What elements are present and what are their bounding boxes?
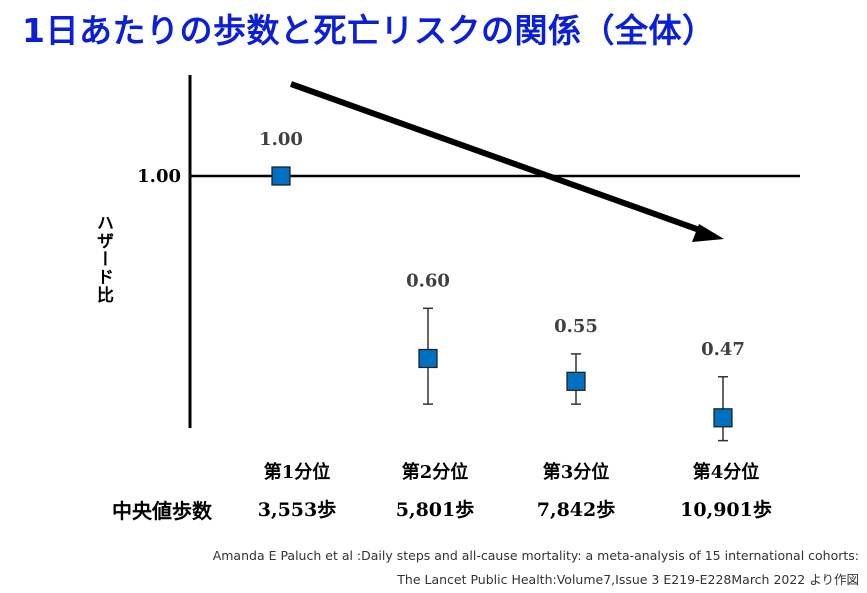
- median-steps-row-label: 中央値歩数: [112, 499, 212, 523]
- data-point-1: [271, 166, 291, 186]
- median-steps-3: 7,842歩: [536, 499, 616, 521]
- y-axis-label: ハザード比: [93, 214, 113, 304]
- category-label-1: 第1分位: [263, 462, 331, 483]
- median-steps-2: 5,801歩: [395, 499, 475, 521]
- category-label-2: 第2分位: [401, 462, 469, 483]
- value-label-4: 0.47: [701, 339, 745, 360]
- citation-line-2: The Lancet Public Health:Volume7,Issue 3…: [397, 572, 859, 587]
- category-label-4: 第4分位: [692, 462, 760, 483]
- category-label-3: 第3分位: [542, 462, 610, 483]
- value-label-1: 1.00: [259, 129, 303, 150]
- median-steps-1: 3,553歩: [257, 499, 337, 521]
- citation-line-1: Amanda E Paluch et al :Daily steps and a…: [212, 548, 859, 563]
- data-point-2: [418, 348, 438, 369]
- value-label-2: 0.60: [406, 270, 450, 291]
- trend-arrow: [289, 81, 724, 242]
- data-points: 1.00 0.60 0.55 0.47: [259, 129, 745, 442]
- median-steps-4: 10,901歩: [680, 499, 772, 521]
- chart-title: 1日あたりの歩数と死亡リスクの関係（全体）: [22, 11, 716, 50]
- reference-line-label: 1.00: [137, 166, 181, 187]
- value-label-3: 0.55: [554, 316, 598, 337]
- data-point-4: [713, 408, 733, 428]
- data-point-3: [566, 371, 586, 391]
